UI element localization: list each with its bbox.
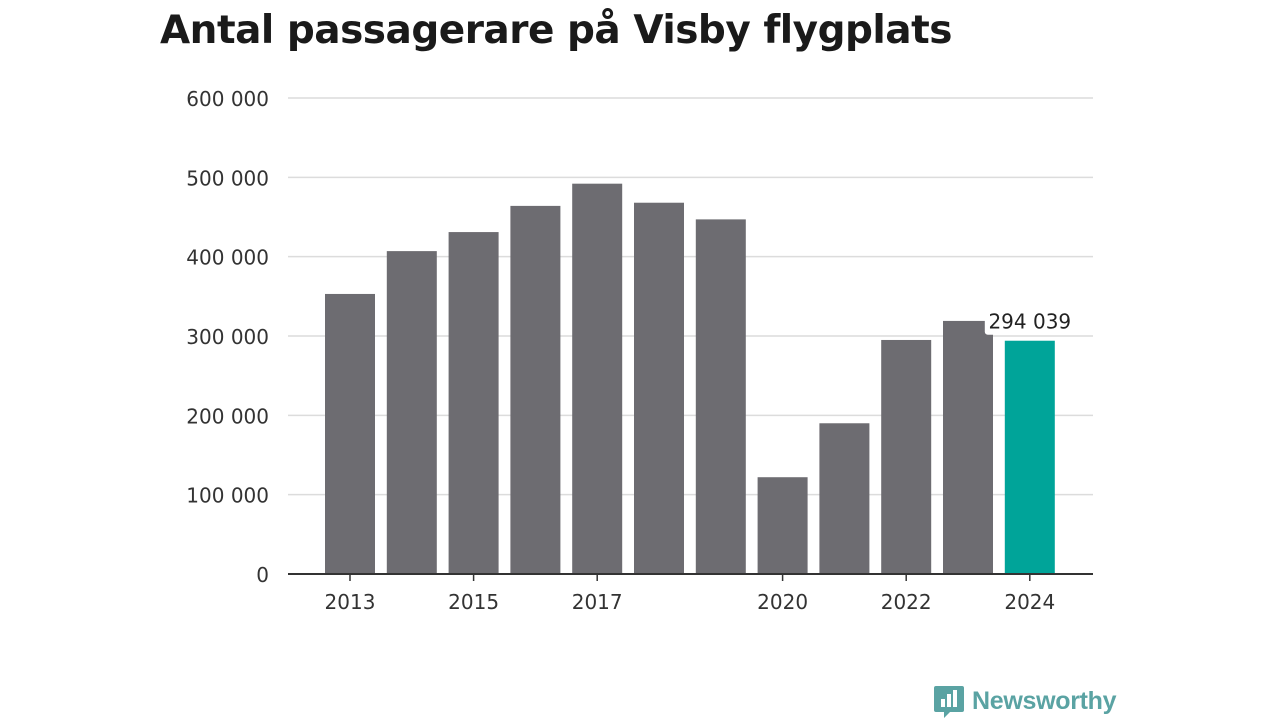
bar [695, 219, 746, 574]
y-tick-label: 600 000 [186, 87, 269, 111]
bar [881, 339, 932, 574]
x-tick-label: 2022 [881, 590, 932, 614]
bar-value-annotation: 294 039 [988, 310, 1071, 334]
bar [819, 423, 870, 574]
y-tick-label: 0 [256, 563, 269, 587]
y-tick-label: 100 000 [186, 484, 269, 508]
y-tick-label: 500 000 [186, 166, 269, 190]
newsworthy-logo-text: Newsworthy [972, 686, 1117, 715]
bar [572, 183, 623, 574]
bar [448, 232, 499, 574]
y-tick-label: 300 000 [186, 325, 269, 349]
x-tick-label: 2015 [448, 590, 499, 614]
chart-title: Antal passagerare på Visby flygplats [160, 8, 952, 53]
bar [634, 202, 684, 574]
bar-highlight [1004, 340, 1055, 574]
newsworthy-logo: Newsworthy [934, 684, 1117, 718]
x-tick-label: 2020 [757, 590, 808, 614]
bar [943, 320, 993, 574]
annotation-background [984, 308, 1075, 335]
bar [325, 293, 375, 574]
bar [510, 205, 561, 575]
x-tick-label: 2013 [325, 590, 376, 614]
y-tick-label: 200 000 [186, 404, 269, 428]
newsworthy-logo-icon [934, 686, 964, 718]
bar [757, 477, 808, 574]
bar [386, 251, 437, 574]
y-tick-label: 400 000 [186, 246, 269, 270]
x-tick-label: 2017 [572, 590, 623, 614]
x-tick-label: 2024 [1004, 590, 1055, 614]
